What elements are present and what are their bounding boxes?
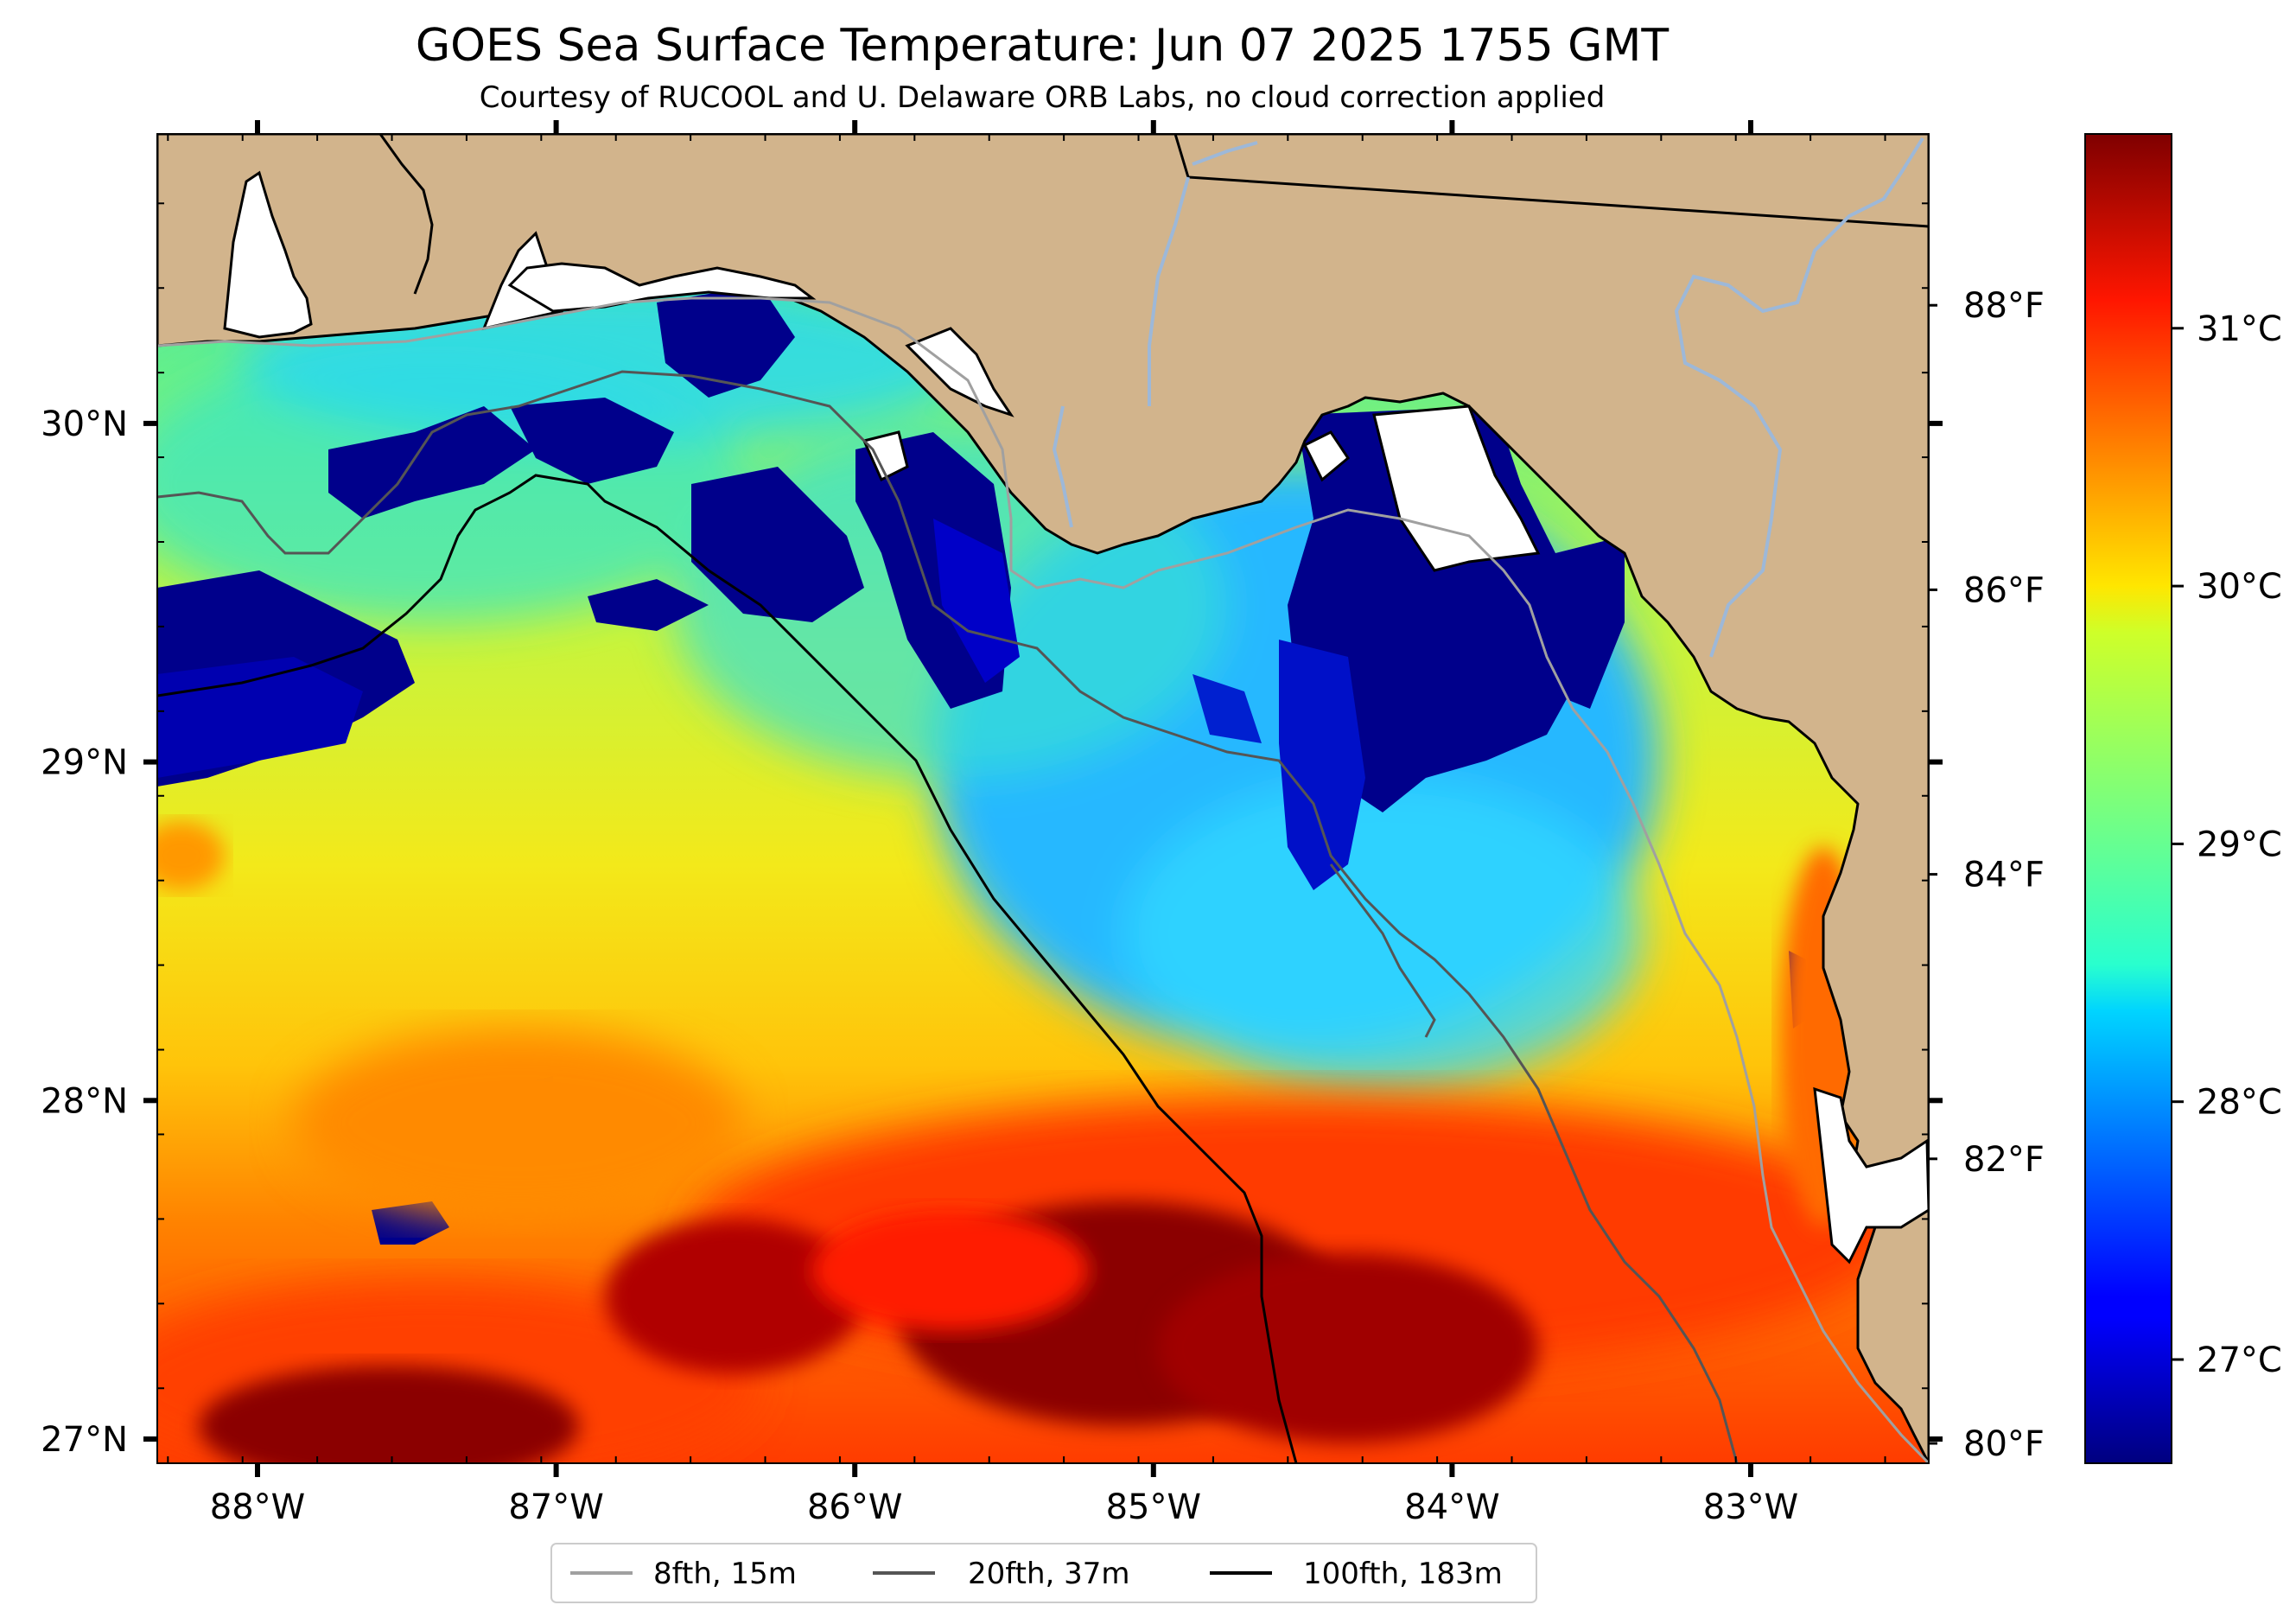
map-title: GOES Sea Surface Temperature: Jun 07 202… (416, 20, 1669, 72)
latitude-axis: 30°N 29°N 28°N 27°N (41, 404, 1943, 1460)
legend-label-100fth: 100fth, 183m (1303, 1557, 1503, 1591)
lon-tick-label: 87°W (508, 1487, 603, 1527)
legend-label-8fth: 8fth, 15m (653, 1557, 797, 1591)
cold-patches (157, 285, 1806, 1245)
colorbar-tick-label: 29°C (2197, 825, 2282, 864)
colorbar (2084, 133, 2172, 1464)
lat-tick-label: 27°N (41, 1420, 128, 1460)
minor-ticks (157, 134, 1929, 1463)
bays (223, 170, 1929, 1264)
warm-patches (157, 821, 1901, 1463)
fahrenheit-tick-label: 88°F (1963, 286, 2045, 326)
fahrenheit-tick-label: 80°F (1963, 1424, 2045, 1464)
lat-tick-label: 30°N (41, 404, 128, 444)
lat-tick-label: 29°N (41, 743, 128, 783)
legend-box (550, 1543, 1537, 1603)
colorbar-axis: 31°C 30°C 29°C 28°C 27°C (2172, 309, 2282, 1380)
fahrenheit-tick-label: 86°F (1963, 570, 2045, 610)
lon-tick-label: 88°W (210, 1487, 305, 1527)
isobath-legend: 8fth, 15m 20fth, 37m 100fth, 183m (550, 1543, 1537, 1603)
lon-tick-label: 86°W (807, 1487, 902, 1527)
sst-map (157, 134, 1929, 1463)
colorbar-tick-label: 28°C (2197, 1083, 2282, 1123)
fahrenheit-tick-label: 84°F (1963, 856, 2045, 895)
rivers (1052, 137, 1924, 658)
lat-tick-label: 28°N (41, 1081, 128, 1121)
fahrenheit-tick-label: 82°F (1963, 1140, 2045, 1180)
lon-tick-label: 85°W (1106, 1487, 1201, 1527)
longitude-axis: 88°W 87°W 86°W 85°W 84°W 83°W (210, 120, 1798, 1527)
isobath-20fth (157, 370, 1739, 1463)
map-frame (156, 133, 1930, 1464)
fahrenheit-axis: 88°F 86°F 84°F 82°F 80°F (1929, 286, 2045, 1464)
isobath-100fth (157, 474, 1298, 1463)
lon-tick-label: 84°W (1404, 1487, 1499, 1527)
lon-tick-label: 83°W (1703, 1487, 1798, 1527)
map-subtitle: Courtesy of RUCOOL and U. Delaware ORB L… (480, 80, 1606, 115)
isobath-8fth (157, 296, 1929, 1463)
colorbar-tick-label: 30°C (2197, 567, 2282, 607)
colorbar-tick-label: 27°C (2197, 1341, 2282, 1380)
colorbar-tick-label: 31°C (2197, 309, 2282, 349)
legend-label-20fth: 20fth, 37m (968, 1557, 1130, 1591)
